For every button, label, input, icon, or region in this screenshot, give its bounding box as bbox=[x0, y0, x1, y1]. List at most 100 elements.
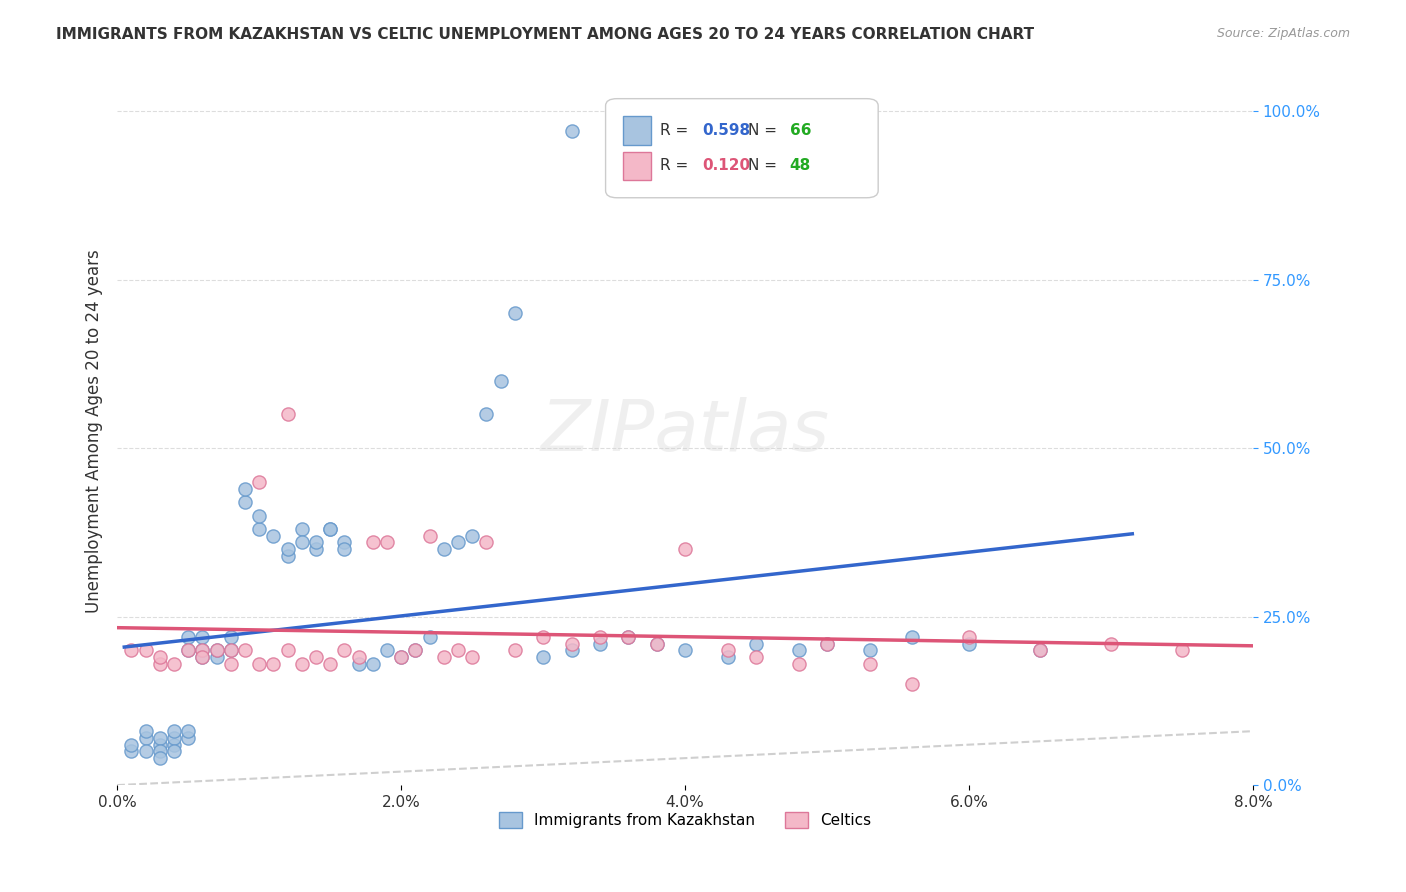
Celtics bbox=[787, 657, 810, 671]
Celtics bbox=[957, 630, 980, 644]
Celtics bbox=[120, 643, 142, 657]
Immigrants from Kazakhstan bbox=[163, 724, 186, 739]
Immigrants from Kazakhstan bbox=[205, 643, 228, 657]
Immigrants from Kazakhstan bbox=[645, 636, 668, 650]
Celtics bbox=[589, 630, 612, 644]
Immigrants from Kazakhstan bbox=[135, 744, 157, 758]
Celtics bbox=[149, 657, 172, 671]
Text: 48: 48 bbox=[790, 159, 811, 173]
Bar bbox=[623, 116, 651, 145]
Immigrants from Kazakhstan bbox=[149, 731, 172, 745]
Immigrants from Kazakhstan bbox=[163, 738, 186, 752]
Celtics bbox=[219, 643, 242, 657]
Immigrants from Kazakhstan bbox=[787, 643, 810, 657]
Immigrants from Kazakhstan bbox=[191, 630, 214, 644]
Celtics bbox=[205, 643, 228, 657]
Immigrants from Kazakhstan bbox=[233, 495, 256, 509]
Immigrants from Kazakhstan bbox=[135, 731, 157, 745]
Celtics bbox=[645, 636, 668, 650]
Celtics bbox=[277, 643, 299, 657]
Bar bbox=[623, 152, 651, 180]
Celtics bbox=[191, 650, 214, 665]
Immigrants from Kazakhstan bbox=[233, 482, 256, 496]
Immigrants from Kazakhstan bbox=[489, 374, 512, 388]
Celtics bbox=[219, 657, 242, 671]
Celtics bbox=[815, 636, 838, 650]
Celtics bbox=[447, 643, 470, 657]
Celtics bbox=[560, 636, 582, 650]
Celtics bbox=[1099, 636, 1122, 650]
Immigrants from Kazakhstan bbox=[503, 306, 526, 320]
Text: N =: N = bbox=[748, 159, 782, 173]
Immigrants from Kazakhstan bbox=[262, 529, 284, 543]
Immigrants from Kazakhstan bbox=[177, 731, 200, 745]
Celtics bbox=[291, 657, 314, 671]
Immigrants from Kazakhstan bbox=[247, 508, 270, 523]
Immigrants from Kazakhstan bbox=[291, 535, 314, 549]
Immigrants from Kazakhstan bbox=[404, 643, 426, 657]
Immigrants from Kazakhstan bbox=[277, 549, 299, 563]
Celtics bbox=[333, 643, 356, 657]
Immigrants from Kazakhstan bbox=[901, 630, 924, 644]
Celtics bbox=[745, 650, 768, 665]
Immigrants from Kazakhstan bbox=[389, 650, 412, 665]
Immigrants from Kazakhstan bbox=[418, 630, 440, 644]
Immigrants from Kazakhstan bbox=[149, 744, 172, 758]
Text: 66: 66 bbox=[790, 123, 811, 138]
Text: Source: ZipAtlas.com: Source: ZipAtlas.com bbox=[1216, 27, 1350, 40]
Celtics bbox=[503, 643, 526, 657]
Celtics bbox=[617, 630, 640, 644]
Celtics bbox=[901, 677, 924, 691]
Immigrants from Kazakhstan bbox=[319, 522, 342, 536]
Text: R =: R = bbox=[659, 123, 693, 138]
Celtics bbox=[247, 475, 270, 489]
Immigrants from Kazakhstan bbox=[149, 751, 172, 765]
Immigrants from Kazakhstan bbox=[247, 522, 270, 536]
Immigrants from Kazakhstan bbox=[149, 738, 172, 752]
Immigrants from Kazakhstan bbox=[560, 643, 582, 657]
Celtics bbox=[1171, 643, 1194, 657]
FancyBboxPatch shape bbox=[606, 99, 879, 198]
Immigrants from Kazakhstan bbox=[333, 535, 356, 549]
Immigrants from Kazakhstan bbox=[135, 724, 157, 739]
Immigrants from Kazakhstan bbox=[957, 636, 980, 650]
Celtics bbox=[305, 650, 328, 665]
Immigrants from Kazakhstan bbox=[1029, 643, 1052, 657]
Celtics bbox=[233, 643, 256, 657]
Text: N =: N = bbox=[748, 123, 782, 138]
Celtics bbox=[191, 643, 214, 657]
Celtics bbox=[389, 650, 412, 665]
Immigrants from Kazakhstan bbox=[589, 636, 612, 650]
Immigrants from Kazakhstan bbox=[177, 724, 200, 739]
Immigrants from Kazakhstan bbox=[475, 408, 498, 422]
Celtics bbox=[859, 657, 882, 671]
Immigrants from Kazakhstan bbox=[447, 535, 470, 549]
Text: ZIPatlas: ZIPatlas bbox=[540, 397, 830, 466]
Celtics bbox=[163, 657, 186, 671]
Immigrants from Kazakhstan bbox=[120, 738, 142, 752]
Immigrants from Kazakhstan bbox=[191, 650, 214, 665]
Celtics bbox=[319, 657, 342, 671]
Immigrants from Kazakhstan bbox=[745, 636, 768, 650]
Immigrants from Kazakhstan bbox=[177, 643, 200, 657]
Immigrants from Kazakhstan bbox=[205, 650, 228, 665]
Celtics bbox=[347, 650, 370, 665]
Celtics bbox=[277, 408, 299, 422]
Immigrants from Kazakhstan bbox=[305, 535, 328, 549]
Immigrants from Kazakhstan bbox=[333, 542, 356, 557]
Immigrants from Kazakhstan bbox=[319, 522, 342, 536]
Text: R =: R = bbox=[659, 159, 693, 173]
Immigrants from Kazakhstan bbox=[717, 650, 740, 665]
Celtics bbox=[461, 650, 484, 665]
Celtics bbox=[433, 650, 456, 665]
Celtics bbox=[177, 643, 200, 657]
Immigrants from Kazakhstan bbox=[433, 542, 456, 557]
Immigrants from Kazakhstan bbox=[163, 744, 186, 758]
Immigrants from Kazakhstan bbox=[120, 744, 142, 758]
Celtics bbox=[1029, 643, 1052, 657]
Celtics bbox=[404, 643, 426, 657]
Immigrants from Kazakhstan bbox=[163, 731, 186, 745]
Immigrants from Kazakhstan bbox=[305, 542, 328, 557]
Text: 0.120: 0.120 bbox=[702, 159, 751, 173]
Immigrants from Kazakhstan bbox=[815, 636, 838, 650]
